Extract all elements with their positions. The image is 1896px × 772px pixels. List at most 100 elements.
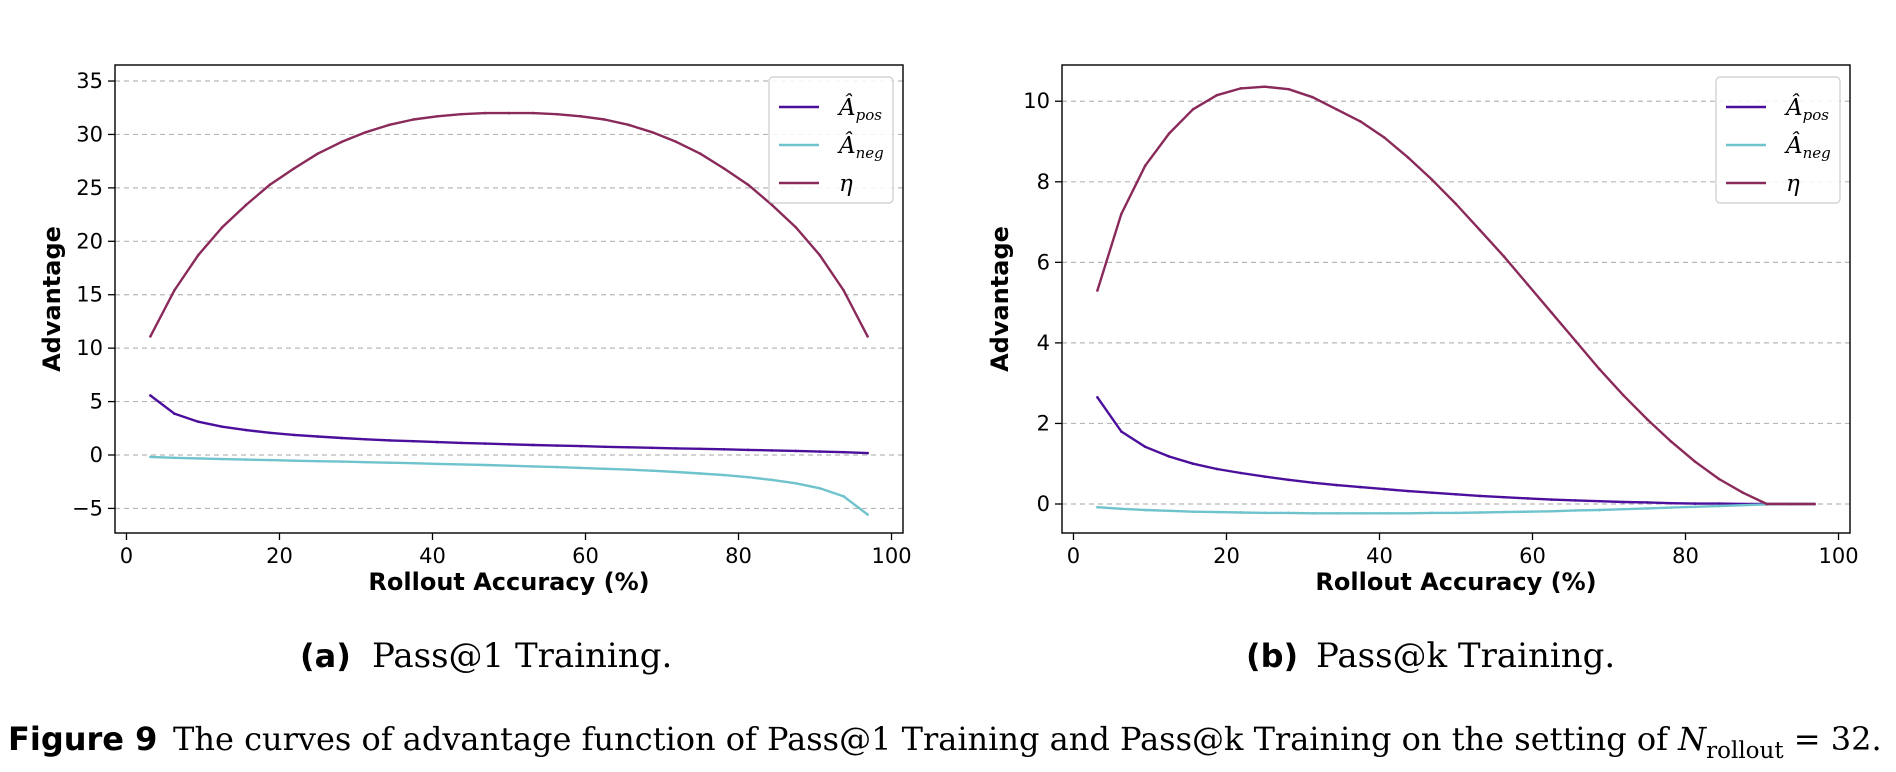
y-tick-label: 6: [1037, 250, 1050, 274]
legend-label-pos: Âpos: [837, 94, 882, 124]
data-point-neg: [531, 465, 535, 468]
data-point-pos: [196, 420, 200, 423]
data-point-neg: [603, 467, 606, 471]
data-point-pos: [220, 425, 224, 428]
plot-frame: [114, 64, 904, 534]
x-tick-label: 100: [871, 544, 911, 568]
data-point-pos: [746, 448, 750, 452]
x-tick-label: 0: [1067, 544, 1080, 568]
data-point-eta: [316, 152, 320, 155]
data-point-eta: [1765, 502, 1769, 506]
data-point-neg: [698, 472, 702, 475]
data-point-pos: [316, 435, 320, 438]
data-point-eta: [842, 289, 846, 292]
data-point-eta: [364, 131, 367, 134]
x-tick-label: 80: [725, 544, 752, 568]
data-point-eta: [627, 123, 630, 127]
data-point-pos: [1119, 430, 1123, 433]
data-point-eta: [1191, 108, 1195, 111]
legend: Âpos Âneg η: [1715, 76, 1841, 204]
subcaption-b-label: (b): [1246, 637, 1298, 675]
data-point-pos: [435, 440, 439, 444]
subcaption-b-text: Pass@k Training.: [1316, 636, 1615, 676]
data-point-pos: [1311, 481, 1314, 484]
data-point-eta: [1382, 136, 1386, 139]
data-point-neg: [364, 460, 367, 464]
data-point-eta: [196, 253, 200, 257]
data-point-pos: [172, 412, 176, 415]
data-point-neg: [244, 458, 248, 461]
data-point-neg: [1430, 511, 1434, 515]
data-point-neg: [268, 458, 272, 462]
data-point-neg: [651, 469, 654, 473]
data-point-neg: [459, 463, 463, 466]
data-point-eta: [340, 140, 343, 144]
data-point-eta: [1693, 460, 1697, 464]
data-point-eta: [1239, 87, 1243, 90]
x-tick-label: 100: [1818, 544, 1858, 568]
data-point-pos: [364, 437, 367, 441]
data-point-neg: [675, 470, 678, 474]
data-point-neg: [627, 468, 630, 471]
x-tick-label: 60: [1519, 544, 1546, 568]
y-tick-label: 10: [1023, 89, 1050, 113]
data-point-neg: [1167, 509, 1171, 513]
y-tick-label: 0: [1037, 492, 1050, 516]
data-point-eta: [268, 183, 272, 186]
data-point-neg: [1311, 511, 1314, 515]
data-point-neg: [1574, 509, 1577, 512]
figure-caption-tail: = 32.: [1784, 720, 1882, 758]
data-point-eta: [579, 114, 583, 118]
data-point-neg: [1693, 505, 1697, 509]
data-point-pos: [1430, 491, 1434, 495]
data-point-eta: [1430, 178, 1434, 182]
data-point-pos: [1167, 455, 1171, 458]
data-point-neg: [818, 487, 822, 490]
data-point-eta: [1454, 202, 1458, 206]
data-point-eta: [1741, 491, 1745, 495]
data-point-pos: [1526, 497, 1530, 500]
data-point-eta: [1263, 85, 1267, 89]
legend-frame: [1715, 76, 1841, 204]
data-point-neg: [842, 495, 846, 498]
data-point-eta: [1598, 367, 1601, 371]
x-tick-label: 20: [1213, 544, 1240, 568]
data-point-neg: [507, 464, 511, 467]
y-tick-label: 4: [1037, 331, 1050, 355]
data-point-neg: [1215, 510, 1219, 514]
subcaption-a-text: Pass@1 Training.: [372, 636, 672, 676]
data-point-neg: [1550, 509, 1553, 513]
data-point-pos: [292, 433, 296, 437]
y-tick-label: 30: [76, 122, 103, 146]
data-point-neg: [1119, 507, 1123, 511]
data-point-pos: [1335, 483, 1338, 487]
data-point-pos: [1382, 487, 1386, 491]
data-point-neg: [1622, 507, 1625, 511]
data-point-pos: [1215, 467, 1219, 471]
data-point-eta: [1335, 108, 1338, 111]
data-point-pos: [1263, 475, 1267, 478]
data-point-pos: [412, 439, 415, 443]
x-tick-label: 60: [572, 544, 599, 568]
data-point-pos: [1645, 501, 1649, 504]
legend-label-eta: η: [1786, 171, 1800, 197]
data-point-eta: [794, 226, 798, 229]
data-point-eta: [1287, 87, 1290, 91]
y-tick-label: −5: [72, 496, 103, 520]
data-point-eta: [388, 123, 391, 127]
data-point-eta: [1406, 156, 1410, 159]
y-axis-label: Advantage: [38, 226, 66, 372]
data-point-pos: [1287, 478, 1290, 482]
y-tick-label: 8: [1037, 170, 1050, 194]
data-point-pos: [483, 442, 487, 445]
data-point-pos: [651, 446, 654, 450]
data-point-eta: [1622, 393, 1625, 397]
data-point-pos: [627, 446, 630, 449]
data-point-neg: [1526, 510, 1530, 513]
data-point-neg: [1717, 504, 1721, 508]
x-axis-label: Rollout Accuracy (%): [368, 568, 649, 596]
data-point-eta: [675, 140, 678, 144]
data-point-neg: [149, 455, 152, 459]
data-point-eta: [1789, 502, 1793, 506]
figure-caption: The curves of advantage function of Pass…: [173, 720, 1882, 764]
